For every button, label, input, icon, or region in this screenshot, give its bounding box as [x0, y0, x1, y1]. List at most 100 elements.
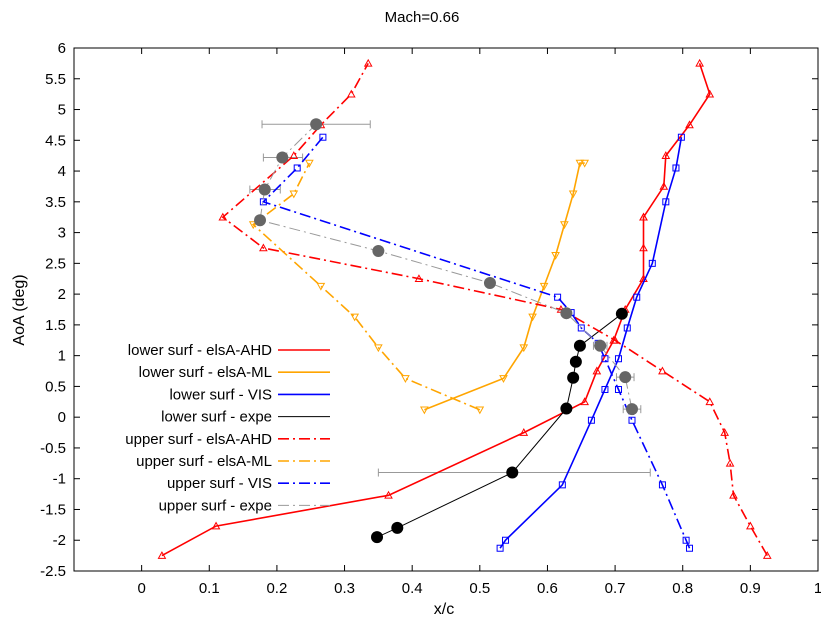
- y-tick-label: 3: [58, 225, 66, 242]
- data-point: [682, 536, 690, 544]
- data-point: [401, 375, 410, 383]
- data-point: [289, 190, 299, 199]
- y-tick-label: -1.5: [40, 501, 66, 518]
- data-point: [623, 324, 631, 332]
- series-7: [254, 118, 638, 416]
- data-point: [685, 120, 694, 129]
- series-line: [259, 123, 633, 410]
- data-point: [254, 214, 266, 227]
- x-tick-label: 0.6: [537, 580, 558, 597]
- data-point: [319, 133, 327, 141]
- x-tick-label: 0: [137, 580, 145, 597]
- data-point: [310, 118, 323, 131]
- data-point: [567, 371, 580, 384]
- y-tick-label: 0: [58, 409, 66, 426]
- legend-label: upper surf - elsA-AHD: [125, 431, 272, 448]
- data-point: [685, 544, 693, 552]
- data-point: [551, 252, 560, 260]
- x-tick-label: 0.2: [266, 580, 287, 597]
- data-point: [658, 481, 666, 489]
- y-tick-label: 0.5: [45, 378, 66, 395]
- y-axis-label: AoA (deg): [11, 274, 28, 345]
- data-point: [594, 339, 607, 352]
- series-1: [420, 159, 590, 415]
- data-point: [519, 428, 529, 436]
- series-line: [261, 136, 691, 549]
- data-point: [639, 243, 648, 252]
- y-tick-label: -1: [53, 471, 66, 488]
- x-axis-label: x/c: [434, 601, 454, 618]
- series-5: [248, 159, 485, 415]
- legend-label: upper surf - elsA-ML: [136, 453, 272, 470]
- x-tick-label: 0.7: [605, 580, 626, 597]
- y-tick-label: -2: [53, 532, 66, 549]
- data-point: [374, 344, 383, 353]
- data-point: [695, 58, 704, 67]
- data-point: [276, 151, 289, 164]
- y-tick-label: 2: [58, 286, 66, 303]
- y-tick-label: -2.5: [40, 563, 66, 580]
- x-tick-label: 0.9: [740, 580, 761, 597]
- legend-item: upper surf - VIS: [167, 475, 330, 492]
- data-point: [499, 375, 508, 383]
- legend: lower surf - elsA-AHD lower surf - elsA-M…: [125, 342, 330, 514]
- data-point: [648, 259, 656, 267]
- data-point: [661, 151, 671, 159]
- data-point: [483, 277, 496, 290]
- axis-ticks: 0 0.1 0.2 0.3 0.4 0.5 0.6 0.7 0.8 0.9 1 -2.5 -2 -1.5 -…: [40, 40, 821, 597]
- data-point: [569, 355, 582, 368]
- legend-item: upper surf - elsA-AHD: [125, 431, 330, 448]
- data-point: [705, 397, 715, 406]
- y-tick-label: 5: [58, 102, 66, 119]
- data-point: [568, 190, 578, 199]
- data-point: [519, 344, 529, 353]
- data-point: [619, 371, 632, 384]
- x-tick-label: 0.3: [334, 580, 355, 597]
- legend-label: lower surf - expe: [161, 409, 272, 426]
- data-point: [592, 366, 602, 375]
- data-point: [554, 293, 562, 301]
- legend-item: upper surf - expe: [159, 497, 330, 514]
- data-point: [305, 159, 314, 168]
- legend-label: lower surf - elsA-ML: [139, 364, 272, 381]
- data-point: [615, 307, 628, 320]
- legend-item: lower surf - expe: [161, 409, 330, 426]
- data-point: [157, 551, 167, 559]
- data-point: [720, 428, 730, 436]
- data-point: [248, 221, 258, 230]
- legend-label: lower surf - VIS: [169, 386, 272, 403]
- legend-item: upper surf - elsA-ML: [136, 453, 330, 470]
- data-point: [372, 245, 385, 258]
- legend-label: lower surf - elsA-AHD: [128, 342, 272, 359]
- data-point: [659, 181, 669, 190]
- series-line: [221, 63, 768, 556]
- data-point: [762, 551, 772, 559]
- data-point: [528, 313, 537, 322]
- plot-area: [157, 58, 772, 559]
- y-tick-label: 6: [58, 40, 66, 57]
- data-point: [363, 58, 373, 67]
- data-point: [601, 355, 609, 363]
- data-point: [371, 531, 384, 544]
- data-point: [580, 159, 590, 168]
- legend-item: lower surf - elsA-AHD: [128, 342, 330, 359]
- data-point: [587, 416, 595, 424]
- legend-label: upper surf - VIS: [167, 475, 272, 492]
- y-tick-label: -0.5: [40, 440, 66, 457]
- x-tick-label: 0.8: [672, 580, 693, 597]
- data-point: [496, 544, 504, 552]
- data-point: [259, 243, 268, 252]
- data-point: [502, 536, 510, 544]
- series-2: [496, 133, 685, 552]
- x-tick-label: 1: [814, 580, 821, 597]
- data-point: [539, 282, 549, 291]
- data-point: [746, 521, 755, 530]
- data-point: [639, 212, 648, 221]
- y-tick-label: 1: [58, 348, 66, 365]
- series-line: [424, 162, 585, 411]
- y-tick-label: 4.5: [45, 132, 66, 149]
- data-point: [560, 402, 573, 415]
- legend-label: upper surf - expe: [159, 497, 272, 514]
